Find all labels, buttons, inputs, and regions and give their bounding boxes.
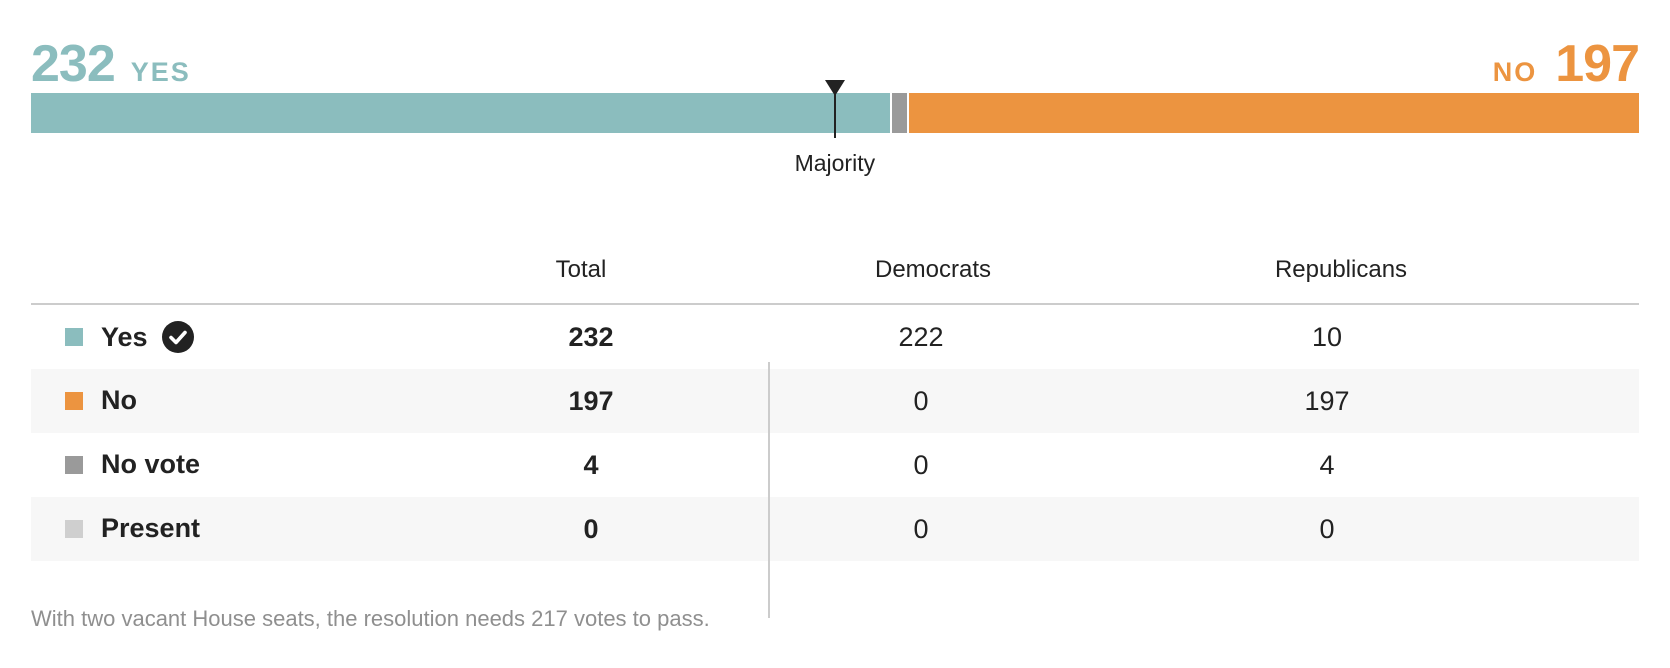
cell-present-democrats: 0 xyxy=(913,514,929,544)
yes-label: YES xyxy=(130,57,191,87)
row-label-present: Present xyxy=(101,513,201,543)
bar-segment-no xyxy=(909,93,1639,133)
table-body: Yes 232 222 10 No 197 0 197 No vote 4 0 xyxy=(31,305,1639,618)
check-circle-icon xyxy=(161,321,194,353)
cell-no-vote-democrats: 0 xyxy=(913,450,929,480)
cell-present-total: 0 xyxy=(583,514,599,544)
cell-no-republicans: 197 xyxy=(1304,386,1350,416)
yes-swatch xyxy=(65,328,83,346)
vote-bar-chart xyxy=(31,93,1639,133)
majority-line xyxy=(833,88,836,138)
row-label-no-vote: No vote xyxy=(101,449,201,479)
header-total: Total xyxy=(555,256,607,283)
table-row-present: Present 0 0 0 xyxy=(31,497,1639,561)
cell-no-vote-republicans: 4 xyxy=(1319,450,1335,480)
cell-no-vote-total: 4 xyxy=(583,450,599,480)
vote-breakdown-table: Total Democrats Republicans Yes 232 222 … xyxy=(31,248,1639,618)
yes-count: 232 xyxy=(31,35,116,93)
table-row-no-vote: No vote 4 0 4 xyxy=(31,433,1639,497)
footnote: With two vacant House seats, the resolut… xyxy=(31,606,710,631)
table-row-no: No 197 0 197 xyxy=(31,369,1639,433)
cell-no-total: 197 xyxy=(568,386,614,416)
cell-present-republicans: 0 xyxy=(1319,514,1335,544)
no-headline: NO 197 xyxy=(1492,35,1640,93)
header-republicans: Republicans xyxy=(1274,256,1408,283)
column-divider xyxy=(768,362,770,618)
cell-yes-republicans: 10 xyxy=(1311,322,1343,352)
row-label-no: No xyxy=(101,385,137,415)
bar-segment-no-vote xyxy=(892,93,908,133)
no-count: 197 xyxy=(1555,35,1640,93)
row-label-yes-text: Yes xyxy=(101,321,148,352)
bar-segment-yes xyxy=(31,93,891,133)
table-row-yes: Yes 232 222 10 xyxy=(31,305,1639,369)
cell-no-democrats: 0 xyxy=(913,386,929,416)
row-label-yes: Yes xyxy=(101,321,194,353)
cell-yes-total: 232 xyxy=(568,322,614,352)
no-vote-swatch xyxy=(65,456,83,474)
cell-yes-democrats: 222 xyxy=(898,322,944,352)
yes-headline: 232 YES xyxy=(31,38,191,90)
no-swatch xyxy=(65,392,83,410)
no-label: NO xyxy=(1492,57,1538,87)
table-header: Total Democrats Republicans xyxy=(31,248,1639,305)
majority-label: Majority xyxy=(794,150,876,176)
present-swatch xyxy=(65,520,83,538)
header-democrats: Democrats xyxy=(874,256,992,283)
